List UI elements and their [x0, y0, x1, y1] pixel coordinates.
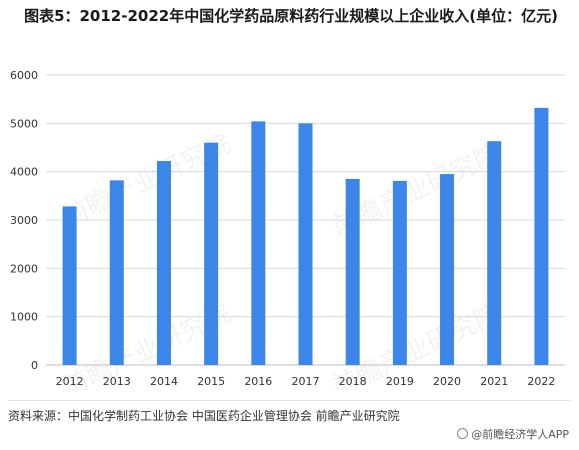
bar-2017 — [298, 123, 313, 365]
x-tick-label: 2012 — [56, 375, 84, 388]
bar-2022 — [534, 107, 549, 365]
source-note: 资料来源：中国化学制药工业协会 中国医药企业管理协会 前瞻产业研究院 — [8, 409, 400, 423]
y-tick-label: 3000 — [10, 214, 38, 227]
x-tick-label: 2022 — [527, 375, 555, 388]
bar-2015 — [204, 142, 219, 365]
y-tick-label: 2000 — [10, 262, 38, 275]
y-axis: 0 1000 2000 3000 4000 5000 6000 — [10, 69, 38, 372]
brand-logo-icon — [457, 428, 469, 439]
brand-label: @前瞻经济学人APP — [471, 428, 569, 441]
x-tick-label: 2019 — [386, 375, 414, 388]
bar-2019 — [392, 180, 407, 365]
bar-2014 — [156, 161, 171, 365]
x-tick-label: 2021 — [480, 375, 508, 388]
x-tick-label: 2018 — [339, 375, 367, 388]
footer-divider — [8, 400, 571, 401]
x-tick-label: 2013 — [103, 375, 131, 388]
x-axis: 2012 2013 2014 2015 2016 2017 2018 2019 2020 2021… — [56, 375, 556, 388]
bar-2018 — [345, 178, 360, 365]
y-tick-label: 1000 — [10, 311, 38, 324]
y-tick-label: 6000 — [10, 69, 38, 82]
bar-2016 — [251, 121, 266, 366]
y-tick-label: 4000 — [10, 166, 38, 179]
x-tick-label: 2020 — [433, 375, 461, 388]
chart-area: 前瞻产业研究院 前瞻产业研究院 前瞻产业研究院 前瞻产业研究院 0 1000 2000 30… — [0, 58, 579, 403]
x-tick-label: 2017 — [292, 375, 320, 388]
bar-2013 — [109, 180, 124, 365]
x-tick-label: 2016 — [244, 375, 272, 388]
bars — [62, 107, 549, 366]
bar-2012 — [62, 206, 77, 365]
bar-2020 — [440, 174, 455, 365]
y-tick-label: 5000 — [10, 117, 38, 130]
y-tick-label: 0 — [31, 359, 38, 372]
brand-footer: @前瞻经济学人APP — [457, 426, 569, 442]
bar-2021 — [487, 141, 502, 365]
x-tick-label: 2014 — [150, 375, 178, 388]
chart-title: 图表5：2012-2022年中国化学药品原料药行业规模以上企业收入(单位：亿元) — [24, 7, 558, 25]
x-tick-label: 2015 — [197, 375, 225, 388]
